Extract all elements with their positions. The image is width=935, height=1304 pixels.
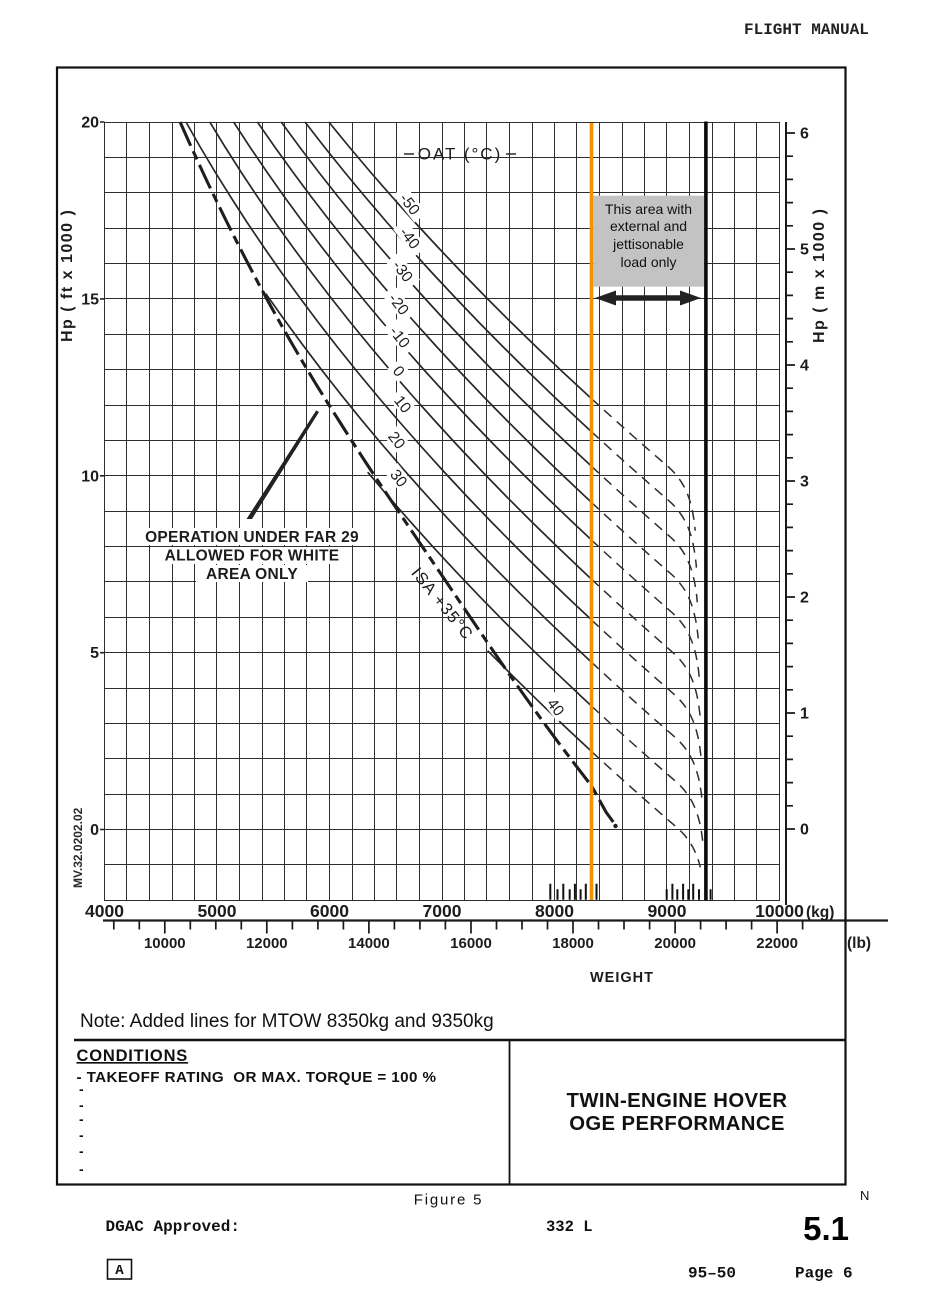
svg-text:9000: 9000 (648, 901, 687, 921)
svg-text:16000: 16000 (450, 935, 492, 952)
svg-text:external and: external and (610, 218, 687, 234)
svg-text:332 L: 332 L (546, 1218, 593, 1236)
svg-text:A: A (115, 1263, 124, 1279)
svg-text:N: N (860, 1188, 869, 1203)
svg-text:8000: 8000 (535, 901, 574, 921)
svg-text:0: 0 (800, 822, 809, 839)
svg-text:6: 6 (800, 126, 809, 143)
svg-text:4000: 4000 (85, 901, 124, 921)
svg-text:TWIN-ENGINE HOVER: TWIN-ENGINE HOVER (567, 1090, 788, 1112)
svg-text:DGAC Approved:: DGAC Approved: (106, 1218, 240, 1236)
svg-text:95–50: 95–50 (688, 1265, 736, 1283)
svg-text:20: 20 (81, 115, 99, 132)
svg-text:AREA ONLY: AREA ONLY (206, 566, 298, 583)
svg-text:20000: 20000 (654, 935, 696, 952)
svg-text:-: - (79, 1098, 84, 1113)
svg-text:12000: 12000 (246, 935, 288, 952)
svg-text:10: 10 (81, 468, 99, 485)
svg-text:WEIGHT: WEIGHT (590, 970, 654, 986)
svg-text:14000: 14000 (348, 935, 390, 952)
svg-text:1: 1 (800, 706, 809, 723)
svg-text:-: - (79, 1112, 84, 1127)
svg-text:jettisonable: jettisonable (612, 236, 684, 252)
svg-text:5: 5 (800, 242, 809, 259)
svg-text:5000: 5000 (198, 901, 237, 921)
svg-text:OAT (°C): OAT (°C) (418, 145, 503, 164)
svg-text:5: 5 (90, 645, 99, 662)
svg-text:OPERATION UNDER FAR 29: OPERATION UNDER FAR 29 (145, 529, 359, 546)
svg-text:- TAKEOFF RATING OR MAX. TORQ: - TAKEOFF RATING OR MAX. TORQUE = 100 % (77, 1069, 437, 1086)
svg-text:4: 4 (800, 358, 809, 375)
svg-text:ALLOWED FOR WHITE: ALLOWED FOR WHITE (165, 548, 340, 565)
svg-text:(kg): (kg) (806, 904, 834, 921)
svg-text:This area with: This area with (605, 201, 692, 217)
svg-text:6000: 6000 (310, 901, 349, 921)
svg-text:Note: Added lines for MTOW 835: Note: Added lines for MTOW 8350kg and 93… (80, 1011, 494, 1032)
svg-text:Hp ( ft x 1000 ): Hp ( ft x 1000 ) (59, 209, 76, 342)
svg-text:10000: 10000 (755, 901, 804, 921)
svg-text:3: 3 (800, 474, 809, 491)
svg-text:2: 2 (800, 590, 809, 607)
svg-text:FLIGHT MANUAL: FLIGHT MANUAL (744, 21, 869, 39)
svg-text:MV.32.0202.02: MV.32.0202.02 (71, 807, 85, 888)
svg-text:Hp ( m x 1000 ): Hp ( m x 1000 ) (811, 208, 828, 343)
svg-text:Page 6: Page 6 (795, 1265, 853, 1283)
svg-text:5.1: 5.1 (803, 1210, 849, 1247)
svg-text:18000: 18000 (552, 935, 594, 952)
svg-text:0: 0 (90, 822, 99, 839)
svg-text:15: 15 (81, 291, 99, 308)
svg-text:load only: load only (620, 254, 676, 270)
svg-text:-: - (79, 1144, 84, 1159)
svg-text:-: - (79, 1082, 84, 1097)
svg-text:10000: 10000 (144, 935, 186, 952)
svg-text:7000: 7000 (423, 901, 462, 921)
svg-text:22000: 22000 (756, 935, 798, 952)
svg-text:CONDITIONS: CONDITIONS (77, 1047, 189, 1065)
svg-text:-: - (79, 1162, 84, 1177)
svg-text:-: - (79, 1128, 84, 1143)
svg-text:Figure 5: Figure 5 (414, 1192, 483, 1209)
svg-text:(lb): (lb) (847, 935, 871, 952)
svg-text:OGE PERFORMANCE: OGE PERFORMANCE (569, 1113, 785, 1135)
